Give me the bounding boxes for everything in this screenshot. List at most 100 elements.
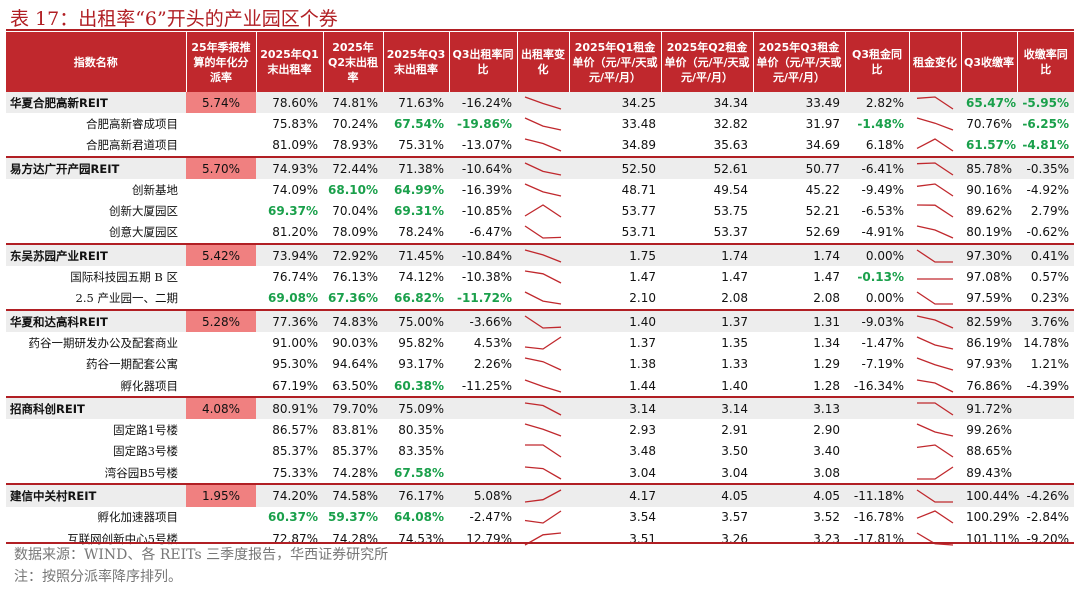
occupancy-sparkline (524, 291, 562, 305)
cell-q3-rent-yoy: -16.78% (853, 510, 904, 525)
occupancy-sparkline (524, 117, 562, 131)
cell-q3-rent: 2.90 (813, 423, 840, 438)
cell-rent-trend (909, 396, 961, 420)
cell-rent-trend (909, 243, 961, 267)
cell-q3-occupancy-yoy: 2.26% (473, 357, 512, 372)
cell-q3-occupancy: 76.17% (383, 483, 449, 507)
cell-occupancy-trend (517, 483, 569, 507)
cell-name: 华夏合肥高新REIT (6, 92, 186, 114)
cell-q3-collection-rate: 85.78% (961, 155, 1017, 180)
cell-q3-rent: 45.22 (805, 182, 840, 197)
cell-occupancy-trend (517, 507, 569, 528)
cell-q3-occupancy-yoy: -6.47% (469, 225, 512, 240)
occupancy-sparkline (524, 183, 562, 197)
header-q3-occupancy-yoy: Q3出租率同比 (449, 32, 518, 92)
cell-q1-occupancy: 75.33% (272, 465, 318, 480)
cell-q3-occupancy: 75.09% (383, 396, 449, 420)
cell-q3-occupancy-yoy (449, 396, 517, 420)
asset-row: 药谷一期配套公寓 95.30% 94.64% 93.17% 2.26% 1.38 1.33 1… (6, 354, 1074, 375)
cell-occupancy-trend (517, 113, 569, 134)
cell-q2-rent: 3.57 (721, 510, 748, 525)
cell-name: 易方达广开产园REIT (6, 155, 186, 180)
fund-row: 建信中关村REIT 1.95% 74.20% 74.58% 76.17% 5.08% 4.1… (6, 483, 1074, 507)
cell-q2-occupancy: 94.64% (332, 357, 378, 372)
cell-q1-rent: 53.71 (621, 225, 656, 240)
cell-q2-occupancy: 70.24% (332, 116, 378, 131)
occupancy-sparkline (524, 138, 562, 152)
cell-q1-rent: 3.14 (569, 396, 661, 420)
cell-q1-rent: 52.50 (569, 155, 661, 180)
cell-collection-rate-yoy: -0.62% (1026, 225, 1069, 240)
cell-collection-rate-yoy: 2.79% (1030, 204, 1069, 219)
cell-rent-trend (909, 419, 961, 440)
cell-collection-rate-yoy (1017, 419, 1074, 440)
bottom-rule (6, 542, 1074, 544)
cell-q3-collection-rate: 61.57% (966, 138, 1016, 153)
cell-rent-trend (909, 332, 961, 353)
cell-q3-rent-yoy: -9.03% (845, 308, 909, 333)
data-table-container: 指数名称 25年季报推算的年化分派率 2025年Q1末出租率 2025年Q2末出… (6, 32, 1074, 549)
cell-q3-rent: 1.74 (753, 243, 845, 267)
cell-q2-occupancy: 74.28% (332, 465, 378, 480)
cell-q1-rent: 1.75 (569, 243, 661, 267)
header-q2-rent: 2025年Q2租金单价（元/平/天或元/平/月） (661, 32, 754, 92)
cell-rent-trend (909, 92, 961, 114)
cell-distribution-rate: 1.95% (186, 483, 256, 507)
rent-sparkline (916, 489, 953, 503)
cell-q1-rent: 3.51 (629, 531, 656, 546)
cell-name: 孵化器项目 (120, 378, 179, 393)
cell-q3-occupancy-yoy: -11.72% (457, 291, 512, 306)
cell-q2-rent: 49.54 (713, 182, 748, 197)
cell-q3-collection-rate: 89.43% (966, 465, 1012, 480)
cell-distribution-rate (186, 179, 256, 200)
occupancy-sparkline (524, 249, 562, 263)
cell-q2-rent: 53.37 (713, 225, 748, 240)
cell-q3-occupancy: 60.38% (394, 378, 444, 393)
cell-q3-collection-rate: 76.86% (966, 378, 1012, 393)
cell-rent-trend (909, 135, 961, 157)
cell-q3-rent: 1.28 (813, 378, 840, 393)
cell-q1-rent: 33.48 (621, 116, 656, 131)
cell-q3-collection-rate: 80.19% (966, 225, 1012, 240)
cell-q3-collection-rate: 100.44% (961, 483, 1019, 507)
header-q3-collection-rate: Q3收缴率 (961, 32, 1018, 92)
cell-q2-occupancy: 78.93% (332, 138, 378, 153)
cell-q2-rent: 1.33 (721, 357, 748, 372)
occupancy-sparkline (524, 315, 562, 329)
cell-q3-rent-yoy: -17.81% (853, 531, 904, 546)
cell-q3-rent-yoy: 6.18% (865, 138, 904, 153)
cell-q1-occupancy: 73.94% (256, 243, 323, 267)
cell-q3-occupancy-yoy: 5.08% (449, 483, 517, 507)
cell-rent-trend (909, 507, 961, 528)
cell-q2-rent: 1.40 (721, 378, 748, 393)
cell-q2-rent: 53.75 (713, 204, 748, 219)
cell-q3-occupancy-yoy: -10.38% (461, 270, 512, 285)
cell-q3-collection-rate: 82.59% (961, 308, 1017, 333)
cell-rent-trend (909, 266, 961, 287)
cell-occupancy-trend (517, 222, 569, 244)
rent-sparkline (916, 204, 954, 218)
header-q3-rent-yoy: Q3租金同比 (845, 32, 910, 92)
cell-q3-rent-yoy: -6.41% (845, 155, 909, 180)
cell-q1-occupancy: 81.20% (272, 225, 318, 240)
cell-q3-occupancy: 74.53% (398, 531, 444, 546)
cell-q3-collection-rate: 99.26% (966, 423, 1012, 438)
rent-sparkline (916, 444, 954, 458)
cell-occupancy-trend (517, 155, 569, 180)
cell-rent-trend (909, 200, 961, 221)
cell-q2-rent: 35.63 (713, 138, 748, 153)
cell-occupancy-trend (517, 243, 569, 267)
cell-name: 东吴苏园产业REIT (6, 243, 186, 267)
cell-occupancy-trend (517, 308, 569, 333)
cell-rent-trend (909, 308, 961, 333)
cell-q1-occupancy: 74.20% (256, 483, 323, 507)
cell-q1-occupancy: 80.91% (256, 396, 323, 420)
cell-q3-occupancy-yoy: -10.85% (461, 204, 512, 219)
occupancy-sparkline (524, 270, 562, 284)
cell-name: 湾谷园B5号楼 (104, 465, 178, 480)
cell-q3-collection-rate: 70.76% (966, 116, 1012, 131)
cell-q2-occupancy: 79.70% (323, 396, 383, 420)
occupancy-sparkline (524, 531, 562, 546)
rent-sparkline (916, 336, 954, 350)
cell-distribution-rate (186, 441, 256, 462)
